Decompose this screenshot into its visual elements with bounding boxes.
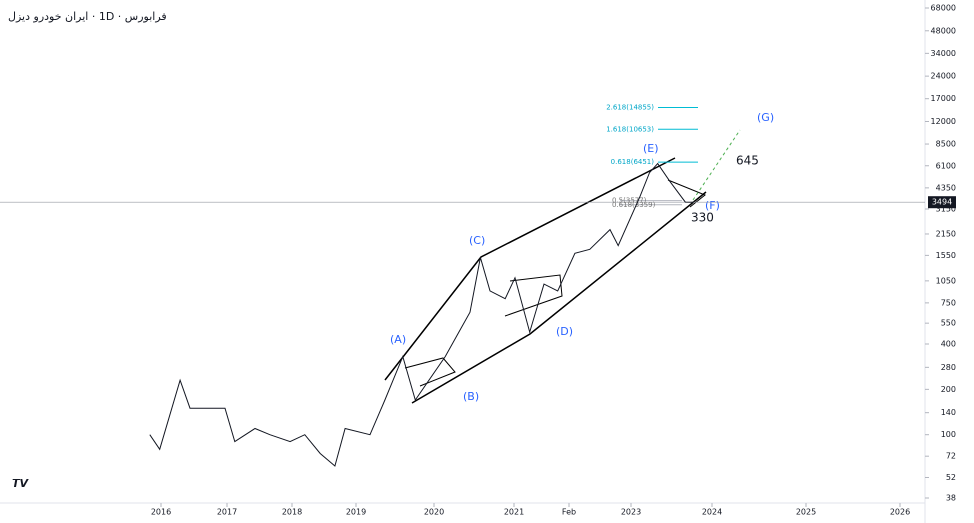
y-tick-label: 24000	[931, 72, 956, 81]
y-tick-label: 8500	[936, 140, 956, 149]
y-tick-label: 4350	[936, 183, 956, 192]
chart-title: فرابورس · 1D · ایران خودرو دیزل	[8, 10, 167, 23]
x-tick-label: 2026	[890, 508, 910, 517]
x-tick-label: 2025	[796, 508, 816, 517]
x-tick-label: 2021	[504, 508, 524, 517]
y-tick-label: 52	[946, 473, 956, 482]
y-tick-label: 38	[946, 494, 956, 503]
wave-label: (D)	[556, 325, 573, 338]
y-tick-label: 280	[941, 363, 956, 372]
x-tick-label: 2017	[217, 508, 237, 517]
wave-label: (C)	[469, 234, 485, 247]
y-tick-label: 400	[941, 340, 956, 349]
upper-channel	[384, 157, 676, 381]
y-tick-label: 6100	[936, 161, 956, 170]
triangle-c	[504, 274, 563, 317]
wave-label: (G)	[757, 111, 774, 124]
count-label: 330	[691, 211, 714, 225]
y-tick-label: 2150	[936, 229, 956, 238]
y-tick-label: 34000	[931, 49, 956, 58]
fib-label: 0.618(6451)	[611, 158, 655, 166]
y-tick-label: 140	[941, 408, 956, 417]
y-tick-label: 550	[941, 319, 956, 328]
x-tick-label: 2024	[702, 508, 722, 517]
fib-label: 1.618(10653)	[606, 125, 654, 133]
count-label: 645	[736, 154, 759, 168]
lower-channel	[411, 191, 707, 404]
fib-label: 2.618(14855)	[606, 104, 654, 112]
x-tick-label: Feb	[562, 508, 576, 517]
y-tick-label: 3150	[936, 204, 956, 213]
last-price-label: 3494	[932, 198, 952, 207]
y-tick-label: 12000	[931, 117, 956, 126]
price-line	[149, 162, 694, 467]
y-tick-label: 1050	[936, 276, 956, 285]
fib-label: 0.5(3577)	[612, 197, 647, 205]
y-tick-label: 100	[941, 430, 956, 439]
y-tick-label: 72	[946, 452, 956, 461]
x-tick-label: 2023	[621, 508, 641, 517]
y-tick-label: 750	[941, 298, 956, 307]
x-tick-label: 2019	[346, 508, 366, 517]
logo: 𝙏𝙑	[12, 477, 30, 490]
last-price-box	[928, 196, 956, 209]
drawings: (A) (B) (C) (D) (E) (F) (G) 645 330	[384, 111, 774, 404]
triangle-a	[404, 357, 456, 387]
y-tick-label: 17000	[931, 94, 956, 103]
y-tick-label: 48000	[931, 26, 956, 35]
x-tick-label: 2020	[424, 508, 444, 517]
triangle-e	[667, 179, 706, 208]
wave-label: (A)	[390, 333, 406, 346]
projection	[692, 129, 741, 201]
wave-label: (B)	[463, 390, 479, 403]
y-tick-label: 68000	[931, 4, 956, 13]
x-tick-label: 2016	[151, 508, 171, 517]
x-tick-label: 2018	[282, 508, 302, 517]
y-tick-label: 200	[941, 385, 956, 394]
fib-label: 0.618(3359)	[612, 201, 656, 209]
y-tick-label: 1550	[936, 251, 956, 260]
wave-label: (E)	[643, 142, 659, 155]
